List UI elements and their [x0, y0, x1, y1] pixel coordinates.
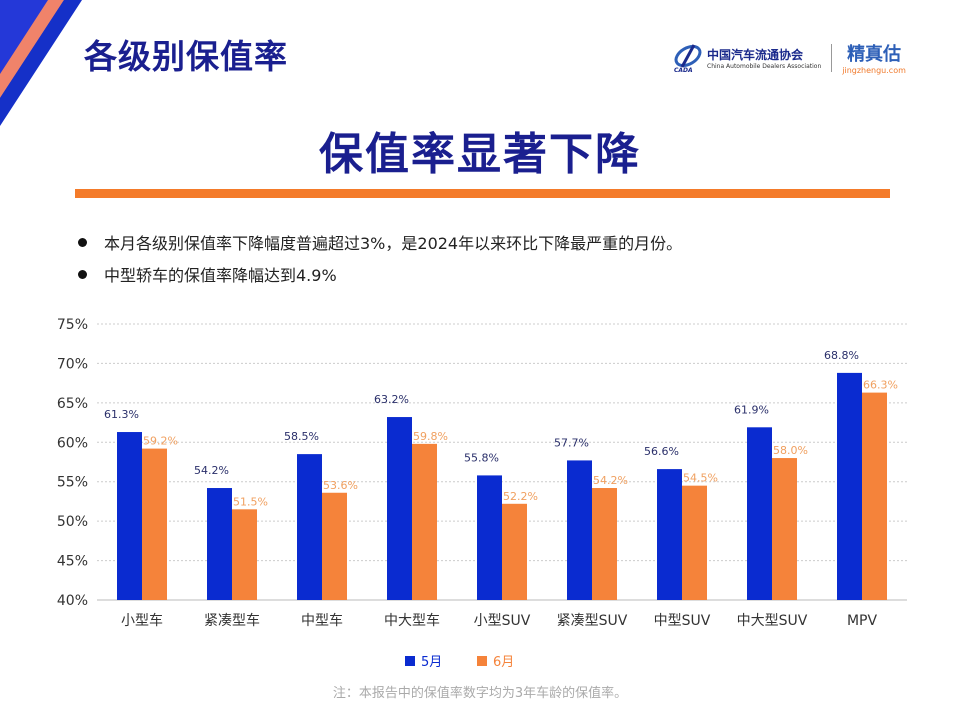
- x-tick-label: 小型车: [121, 612, 163, 629]
- x-tick-label: 紧凑型车: [204, 612, 260, 629]
- data-label: 57.7%: [554, 436, 589, 449]
- bullet-item: 本月各级别保值率下降幅度普遍超过3%，是2024年以来环比下降最严重的月份。: [78, 226, 682, 258]
- bar-june: [682, 485, 707, 600]
- data-label: 54.2%: [194, 464, 229, 477]
- bar-may: [117, 432, 142, 600]
- data-label: 68.8%: [824, 349, 859, 362]
- bullet-dot-icon: [78, 237, 87, 247]
- logo-area: CADA 中国汽车流通协会 China Automobile Dealers A…: [672, 40, 906, 75]
- bar-june: [412, 443, 437, 600]
- y-tick-label: 70%: [57, 356, 88, 372]
- x-tick-label: 中大型SUV: [737, 613, 808, 629]
- footnote: 注：本报告中的保值率数字均为3年车龄的保值率。: [332, 686, 628, 701]
- page-title: 各级别保值率: [84, 37, 288, 76]
- y-tick-label: 55%: [57, 475, 88, 491]
- x-tick-label: 小型SUV: [474, 613, 531, 629]
- legend-label: 5月: [421, 655, 442, 670]
- bullet-text: 本月各级别保值率下降幅度普遍超过3%，是2024年以来环比下降最严重的月份。: [104, 234, 683, 253]
- legend-label: 6月: [493, 655, 514, 670]
- bullet-dot-icon: [78, 269, 87, 279]
- bar-june: [772, 458, 797, 600]
- y-tick-label: 40%: [57, 593, 88, 609]
- data-label: 54.5%: [683, 472, 718, 485]
- cada-name-cn: 中国汽车流通协会: [707, 47, 804, 62]
- cada-logo: CADA 中国汽车流通协会 China Automobile Dealers A…: [672, 43, 821, 73]
- y-tick-label: 50%: [57, 514, 88, 530]
- y-tick-label: 65%: [57, 396, 88, 412]
- data-label: 59.8%: [413, 430, 448, 443]
- x-tick-label: MPV: [847, 613, 878, 629]
- bar-may: [657, 469, 682, 600]
- bar-june: [592, 488, 617, 600]
- cada-emblem-icon: CADA: [674, 43, 702, 73]
- data-label: 61.3%: [104, 408, 139, 421]
- bullet-list: 本月各级别保值率下降幅度普遍超过3%，是2024年以来环比下降最严重的月份。 中…: [78, 226, 682, 290]
- bar-june: [502, 503, 527, 600]
- data-label: 56.6%: [644, 445, 679, 458]
- cada-name-en: China Automobile Dealers Association: [707, 62, 822, 70]
- bar-may: [387, 417, 412, 600]
- legend-swatch: [405, 656, 415, 666]
- data-label: 53.6%: [323, 479, 358, 492]
- bullet-item: 中型轿车的保值率降幅达到4.9%: [78, 258, 682, 290]
- x-tick-label: 中型车: [301, 612, 343, 629]
- jzg-logo: 精真估 jingzhengu.com: [842, 40, 906, 75]
- bar-june: [322, 492, 347, 600]
- data-label: 58.0%: [773, 444, 808, 457]
- legend-swatch: [477, 656, 487, 666]
- bar-may: [477, 475, 502, 600]
- data-label: 61.9%: [734, 403, 769, 416]
- bar-june: [142, 448, 167, 600]
- x-tick-label: 中大型车: [384, 612, 440, 629]
- bar-may: [567, 460, 592, 600]
- data-label: 66.3%: [863, 379, 898, 392]
- y-tick-label: 60%: [57, 435, 88, 451]
- data-label: 58.5%: [284, 430, 319, 443]
- x-tick-label: 中型SUV: [654, 613, 711, 629]
- data-label: 55.8%: [464, 451, 499, 464]
- data-label: 51.5%: [233, 495, 268, 508]
- x-tick-label: 紧凑型SUV: [557, 612, 628, 629]
- bullet-text: 中型轿车的保值率降幅达到4.9%: [104, 266, 337, 285]
- bar-chart: 40% 45% 50% 55% 60% 65% 70% 75% 小型车 61.3% 59.2% 紧凑型…: [57, 317, 907, 670]
- data-label: 54.2%: [593, 474, 628, 487]
- data-label: 63.2%: [374, 393, 409, 406]
- jzg-url: jingzhengu.com: [842, 66, 906, 75]
- jzg-name-cn: 精真估: [847, 44, 902, 65]
- bar-may: [747, 427, 772, 600]
- bar-june: [232, 509, 257, 600]
- logo-divider: [831, 43, 833, 72]
- orange-divider: [75, 189, 890, 198]
- y-tick-label: 45%: [57, 554, 88, 570]
- bar-may: [207, 488, 232, 600]
- bar-may: [297, 454, 322, 600]
- data-label: 52.2%: [503, 490, 538, 503]
- y-tick-label: 75%: [57, 317, 88, 333]
- bar-june: [862, 392, 887, 600]
- svg-text:CADA: CADA: [674, 67, 693, 73]
- headline: 保值率显著下降: [319, 129, 641, 180]
- data-label: 59.2%: [143, 435, 178, 448]
- bar-may: [837, 372, 862, 600]
